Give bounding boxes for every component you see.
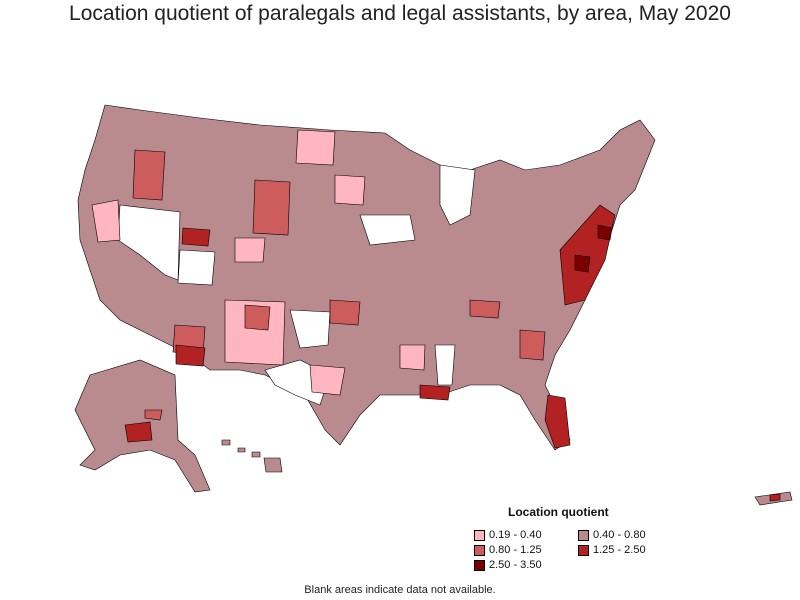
legend-swatch-3 (578, 544, 589, 556)
legend-item: 0.80 - 1.25 (474, 544, 578, 556)
region-new-mexico-red (244, 304, 271, 331)
alaska-south-red (144, 409, 163, 421)
legend-item: 0.19 - 0.40 (474, 529, 578, 541)
no-data-mississippi (434, 344, 456, 386)
region-north-dakota-pink (295, 129, 336, 166)
hawaii-island-3 (251, 451, 261, 458)
region-new-york-maroon (597, 224, 613, 241)
region-louisiana-dark (419, 384, 451, 401)
puerto-rico-dark (769, 493, 781, 502)
region-florida-dark (544, 394, 571, 449)
region-south-dakota-pink (334, 174, 366, 206)
no-data-new-mexico-south (289, 309, 331, 349)
legend-swatch-1 (578, 529, 589, 541)
region-oregon-red (132, 149, 166, 201)
legend-grid: 0.19 - 0.40 0.40 - 0.80 0.80 - 1.25 1.25… (474, 529, 700, 571)
us-base-shape (77, 104, 656, 451)
region-arizona-dark (175, 344, 206, 367)
no-data-midwest (359, 214, 416, 246)
legend-label: 2.50 - 3.50 (489, 559, 542, 571)
map-title: Location quotient of paralegals and lega… (69, 2, 731, 25)
legend-label: 0.19 - 0.40 (489, 529, 542, 541)
legend-item: 0.40 - 0.80 (578, 529, 682, 541)
legend-label: 0.40 - 0.80 (593, 529, 646, 541)
hawaii-island-2 (237, 447, 246, 453)
legend-swatch-0 (474, 529, 485, 541)
region-georgia-red (519, 329, 546, 361)
legend: Location quotient 0.19 - 0.40 0.40 - 0.8… (460, 505, 700, 571)
hawaii-island-1 (221, 439, 231, 446)
region-oregon-pink (91, 199, 121, 243)
region-colorado-pink (234, 237, 266, 263)
legend-swatch-4 (474, 559, 485, 571)
region-wyoming-red (252, 179, 291, 236)
region-dc-maroon (574, 254, 591, 273)
region-kentucky-red (469, 299, 501, 319)
contiguous-us (77, 104, 656, 451)
alaska (74, 359, 211, 493)
no-data-great-lakes (439, 164, 476, 226)
legend-title: Location quotient (508, 505, 609, 519)
legend-item: 1.25 - 2.50 (578, 544, 682, 556)
legend-label: 1.25 - 2.50 (593, 544, 646, 556)
legend-item: 2.50 - 3.50 (474, 559, 578, 571)
alaska-anchorage-dark (124, 421, 153, 443)
region-colorado-dark (181, 227, 211, 247)
legend-swatch-2 (474, 544, 485, 556)
puerto-rico (754, 491, 793, 506)
region-oklahoma-red (329, 299, 361, 326)
hawaii (221, 439, 283, 473)
region-arkansas-pink (399, 344, 426, 371)
legend-label: 0.80 - 1.25 (489, 544, 542, 556)
hawaii-island-4 (263, 457, 283, 473)
region-new-mexico-pink (224, 299, 286, 366)
no-data-utah-west (177, 249, 216, 286)
footnote: Blank areas indicate data not available. (304, 584, 496, 596)
region-texas-pink (309, 364, 346, 396)
